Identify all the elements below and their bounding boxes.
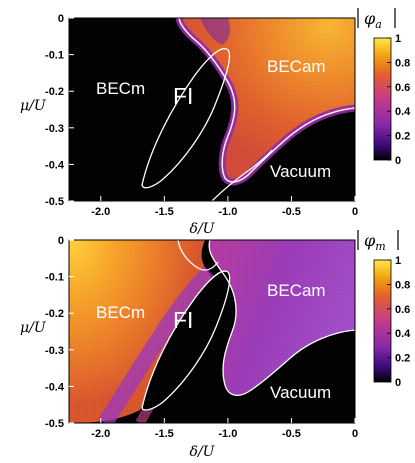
top-xtick-label: 0 xyxy=(352,206,358,218)
top-colorbar-tick-label: 0.4 xyxy=(395,106,411,118)
top-xtick-label: -1.5 xyxy=(155,206,174,218)
bottom-colorbar-ticks: 1 0.8 0.6 0.4 0.2 0 xyxy=(387,255,411,389)
top-boundary-becam xyxy=(178,18,355,183)
top-boundary-vacuum xyxy=(211,149,273,201)
bottom-xtick-label: -0.5 xyxy=(282,428,301,440)
top-region-label-fi: FI xyxy=(173,83,193,109)
bottom-ytick-label: -0.2 xyxy=(45,308,64,320)
bottom-region-label-becm: BECm xyxy=(96,303,145,322)
bottom-boundary-top xyxy=(177,240,219,271)
top-ytick-label: -0.1 xyxy=(45,50,64,62)
bottom-colorbar-tick-label: 1 xyxy=(395,255,401,267)
top-ytick-label: -0.2 xyxy=(45,86,64,98)
bottom-colorbar-tick-label: 0.8 xyxy=(395,279,410,291)
bottom-xtick-label: -2.0 xyxy=(91,428,110,440)
top-heatmap xyxy=(69,18,355,201)
bottom-ytick-label: -0.5 xyxy=(45,418,64,430)
top-xtick-label: -2.0 xyxy=(91,206,110,218)
top-xtick-label: -0.5 xyxy=(282,206,301,218)
bottom-boundary-becam xyxy=(208,240,355,396)
bottom-ytick-label: -0.1 xyxy=(45,272,64,284)
top-region-label-becam: BECam xyxy=(267,57,326,76)
bottom-colorbar-tick-label: 0.2 xyxy=(395,353,410,365)
bottom-xtick-label: -1.5 xyxy=(155,428,174,440)
top-region-label-vacuum: Vacuum xyxy=(270,162,331,181)
top-boundary-fi xyxy=(141,48,231,189)
top-colorbar-tick-label: 0.2 xyxy=(395,131,410,143)
bottom-ylabel: μ/U xyxy=(20,320,47,336)
top-ytick-label: -0.4 xyxy=(45,159,65,171)
top-plot-frame xyxy=(68,17,356,202)
top-colorbar xyxy=(373,37,392,161)
bottom-colorbar-tick-label: 0.6 xyxy=(395,304,410,316)
top-colorbar-tick-label: 0 xyxy=(395,155,401,167)
bottom-plot-frame xyxy=(68,239,356,424)
bottom-colorbar xyxy=(373,259,392,383)
top-ytick-label: -0.3 xyxy=(45,123,64,135)
top-colorbar-ticks: 1 0.8 0.6 0.4 0.2 0 xyxy=(387,33,411,167)
bottom-colorbar-tick-label: 0.4 xyxy=(395,328,411,340)
bottom-heatmap xyxy=(69,240,355,423)
top-ylabel: μ/U xyxy=(20,98,47,114)
bottom-ytick-label: 0 xyxy=(58,235,64,247)
bottom-ytick-label: -0.4 xyxy=(45,381,65,393)
top-ytick-label: -0.5 xyxy=(45,196,64,208)
bottom-colorbar-symbol: φm xyxy=(364,231,386,253)
bottom-region-label-vacuum: Vacuum xyxy=(270,383,331,402)
bottom-panel: -2.0 -1.5 -1.0 -0.5 0 0 -0.1 -0.2 -0.3 -0.4 -0.5 B… xyxy=(20,230,411,460)
bottom-colorbar-tick-label: 0 xyxy=(395,377,401,389)
bottom-ytick-label: -0.3 xyxy=(45,345,64,357)
top-xtick-label: -1.0 xyxy=(218,206,237,218)
bottom-region-label-becam: BECam xyxy=(267,281,326,300)
top-colorbar-tick-label: 0.8 xyxy=(395,57,410,69)
top-ytick-label: 0 xyxy=(58,13,64,25)
top-panel: -2.0 -1.5 -1.0 -0.5 0 0 -0.1 -0.2 -0.3 -0.4 -0.5 B… xyxy=(20,8,411,237)
top-colorbar-tick-label: 1 xyxy=(395,33,401,45)
top-colorbar-tick-label: 0.6 xyxy=(395,82,410,94)
bottom-xtick-label: 0 xyxy=(352,428,358,440)
top-xlabel: δ/U xyxy=(190,221,216,237)
bottom-boundary-fi xyxy=(141,270,231,411)
top-colorbar-symbol: φa xyxy=(364,9,382,31)
bottom-xtick-label: -1.0 xyxy=(218,428,237,440)
bottom-xlabel: δ/U xyxy=(190,444,216,460)
bottom-colorbar-label: φm xyxy=(357,230,399,253)
bottom-axis-ticks: -2.0 -1.5 -1.0 -0.5 0 0 -0.1 -0.2 -0.3 -0.4 -0.5 xyxy=(45,235,358,440)
bottom-region-label-fi: FI xyxy=(173,307,193,333)
top-region-label-becm: BECm xyxy=(96,79,145,98)
top-colorbar-label: φa xyxy=(357,8,396,31)
top-axis-ticks: -2.0 -1.5 -1.0 -0.5 0 0 -0.1 -0.2 -0.3 -0.4 -0.5 xyxy=(45,13,358,218)
